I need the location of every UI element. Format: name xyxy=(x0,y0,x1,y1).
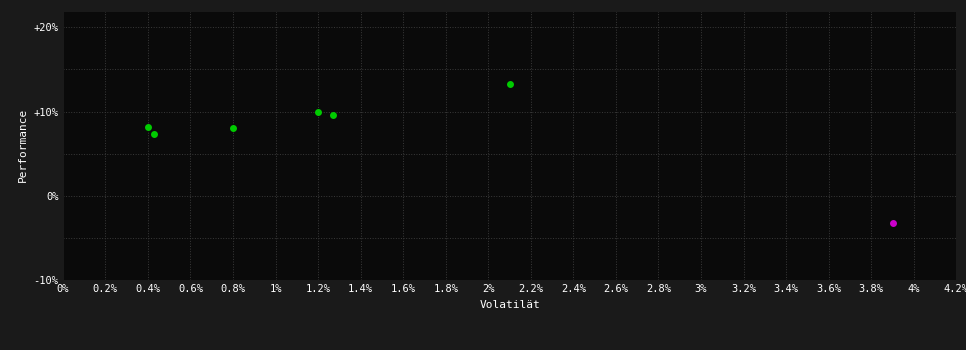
Point xyxy=(326,112,341,118)
Point xyxy=(225,126,241,131)
Point xyxy=(502,81,518,86)
Point xyxy=(885,220,900,225)
Point xyxy=(147,132,162,137)
Point xyxy=(310,109,326,114)
Point xyxy=(140,124,156,130)
Y-axis label: Performance: Performance xyxy=(18,108,28,182)
X-axis label: Volatilät: Volatilät xyxy=(479,300,540,310)
